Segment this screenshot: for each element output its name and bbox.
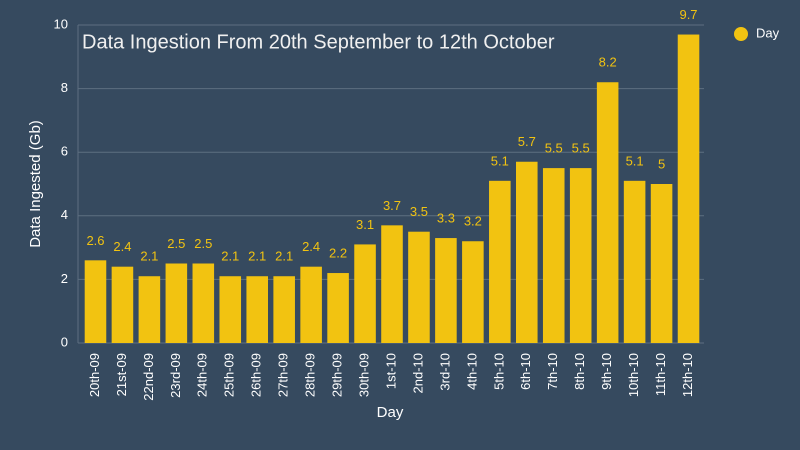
data-label: 2.5 (167, 236, 185, 251)
bar (435, 238, 457, 343)
bar (462, 241, 484, 343)
x-tick-label: 9th-10 (599, 353, 614, 390)
x-tick-label: 1st-10 (383, 353, 398, 389)
bar (408, 231, 430, 343)
data-label: 9.7 (679, 7, 697, 22)
data-label: 2.1 (140, 249, 158, 264)
data-label: 5.1 (626, 153, 644, 168)
bar (273, 276, 295, 343)
x-tick-label: 8th-10 (572, 353, 587, 390)
x-tick-label: 11th-10 (653, 353, 668, 396)
bar (381, 225, 403, 343)
bar (596, 82, 619, 344)
legend-marker (734, 27, 748, 41)
x-tick-label: 28th-09 (303, 353, 318, 397)
data-label: 5.7 (518, 134, 536, 149)
y-tick-label: 6 (61, 144, 68, 159)
data-label: 3.1 (356, 217, 374, 232)
data-label: 2.1 (221, 249, 239, 264)
data-label: 2.1 (248, 249, 266, 264)
data-label: 3.7 (383, 198, 401, 213)
x-tick-label: 29th-09 (330, 353, 345, 397)
data-label: 3.5 (410, 204, 428, 219)
x-tick-label: 4th-10 (464, 353, 479, 390)
x-tick-label: 5th-10 (491, 353, 506, 390)
y-tick-label: 0 (61, 334, 68, 349)
x-tick-label: 21st-09 (114, 353, 129, 396)
bar (354, 244, 376, 343)
data-label: 5.5 (545, 141, 563, 156)
bar (623, 180, 646, 343)
x-tick-label: 10th-10 (626, 353, 641, 397)
data-label: 5 (658, 156, 665, 171)
bar (165, 263, 188, 343)
data-label: 2.4 (302, 239, 320, 254)
bar (677, 34, 700, 343)
y-tick-label: 8 (61, 80, 68, 95)
x-tick-label: 3rd-10 (437, 353, 452, 391)
data-label: 3.3 (437, 210, 455, 225)
bar (569, 168, 592, 343)
data-label: 5.5 (572, 141, 590, 156)
bar (300, 266, 322, 343)
data-label: 2.4 (113, 239, 131, 254)
bar (111, 266, 134, 343)
bar (219, 276, 242, 343)
y-axis-title: Data Ingested (Gb) (27, 120, 44, 248)
bar (246, 276, 268, 343)
x-tick-label: 2nd-10 (410, 353, 425, 393)
x-tick-label: 23rd-09 (168, 353, 183, 398)
x-tick-label: 26th-09 (249, 353, 264, 397)
data-label: 3.2 (464, 214, 482, 229)
x-tick-label: 6th-10 (518, 353, 533, 390)
data-label: 8.2 (599, 55, 617, 70)
chart-title: Data Ingestion From 20th September to 12… (82, 31, 555, 53)
data-label: 2.6 (86, 233, 104, 248)
data-label: 2.1 (275, 249, 293, 264)
y-tick-label: 4 (61, 207, 68, 222)
bar (542, 168, 565, 343)
x-tick-label: 22nd-09 (141, 353, 156, 401)
x-tick-label: 24th-09 (195, 353, 210, 397)
bar (516, 161, 538, 343)
x-tick-label: 25th-09 (222, 353, 237, 397)
x-tick-label: 12th-10 (680, 353, 695, 397)
x-tick-label: 20th-09 (87, 353, 102, 397)
bar (138, 276, 161, 343)
x-tick-label: 30th-09 (356, 353, 371, 397)
legend-label: Day (756, 25, 780, 40)
data-label: 2.2 (329, 245, 347, 260)
data-label: 2.5 (194, 236, 212, 251)
bar (192, 263, 215, 343)
bar (84, 260, 107, 343)
x-tick-label: 7th-10 (545, 353, 560, 390)
bar (489, 180, 511, 343)
x-axis-title: Day (377, 404, 404, 421)
y-tick-label: 2 (61, 271, 68, 286)
data-label: 5.1 (491, 153, 509, 168)
bar (327, 273, 349, 343)
x-tick-label: 27th-09 (276, 353, 291, 397)
bar (650, 184, 673, 343)
y-tick-label: 10 (54, 16, 68, 31)
